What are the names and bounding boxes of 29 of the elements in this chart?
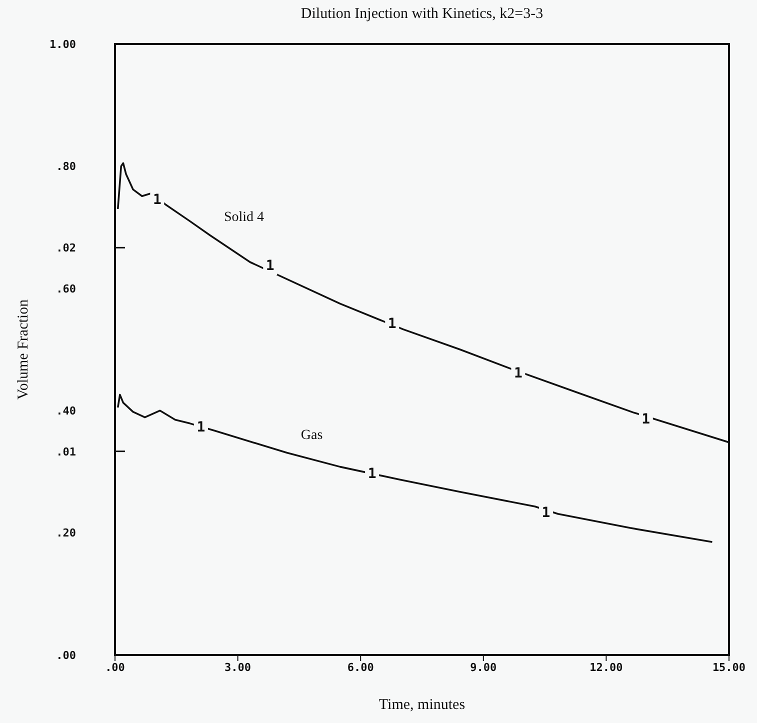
x-tick-label: 6.00 xyxy=(347,660,374,674)
series-label: Solid 4 xyxy=(224,210,264,226)
annotation: 1 xyxy=(266,258,274,274)
series-label: Gas xyxy=(300,428,323,443)
y2-tick-label: .02 xyxy=(56,242,76,255)
annotation: 1 xyxy=(196,419,206,436)
x-tick-label: 3.00 xyxy=(224,660,252,674)
y-tick-label: .00 xyxy=(56,648,76,662)
y-tick-label: .80 xyxy=(56,160,76,174)
x-tick-label: 15.00 xyxy=(712,660,746,674)
x-tick-label: 9.00 xyxy=(470,660,497,674)
x-axis-title: Time, minutes xyxy=(378,697,466,713)
annotation: 1 xyxy=(368,466,376,482)
y2-tick-label: .01 xyxy=(56,445,76,458)
y-tick-label: .60 xyxy=(56,282,76,296)
annotation: 1 xyxy=(542,505,550,522)
line-series xyxy=(116,162,729,444)
annotation: 1 xyxy=(388,316,396,332)
annotation: 1 xyxy=(152,192,162,208)
annotation: 1 xyxy=(642,412,650,428)
y-tick-label: .40 xyxy=(56,404,76,418)
chart-title: Dilution Injection with Kinetics, k2=3-3 xyxy=(300,6,544,23)
y-tick-label: .20 xyxy=(56,526,76,540)
y-tick-label: 1.00 xyxy=(50,38,76,51)
annotation: 1 xyxy=(514,366,522,382)
x-tick-label: .00 xyxy=(105,660,125,674)
line-series xyxy=(116,394,714,543)
y-axis-title: Volume Fraction xyxy=(15,298,32,400)
x-tick-label: 12.00 xyxy=(590,660,623,674)
